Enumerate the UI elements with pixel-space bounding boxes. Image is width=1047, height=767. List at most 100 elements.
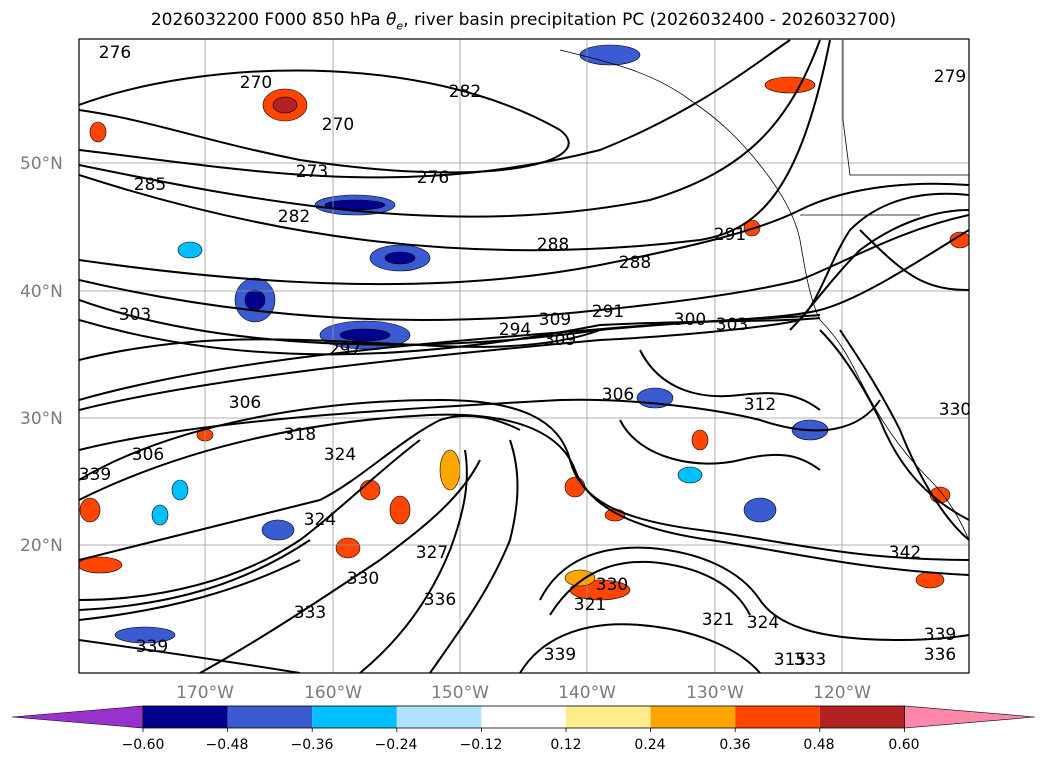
- contour-label: 306: [229, 393, 261, 413]
- precip-blob: [339, 328, 391, 342]
- colorbar-label-8: 0.36: [719, 737, 751, 753]
- contour-label: 324: [747, 613, 779, 633]
- precip-blob: [915, 571, 945, 589]
- precip-blob: [261, 519, 295, 541]
- theta-e-contour: [79, 414, 521, 561]
- colorbar-label-2: −0.48: [205, 737, 249, 753]
- contour-label: 270: [240, 73, 272, 93]
- contour-label: 339: [544, 645, 576, 665]
- contour-label: 294: [499, 320, 531, 340]
- precip-blob: [89, 121, 107, 143]
- contour-label: 330: [596, 575, 628, 595]
- precip-blob: [743, 497, 777, 523]
- contour-label: 303: [119, 305, 151, 325]
- theta-e-contour: [639, 349, 821, 411]
- contour-label: 282: [278, 207, 310, 227]
- theta-e-contour: [549, 560, 751, 616]
- theta-e-contour: [79, 439, 421, 601]
- lon-label-130w: 130°W: [686, 683, 744, 703]
- colorbar-label-7: 0.24: [634, 737, 666, 753]
- contour-label: 321: [702, 610, 734, 630]
- theta-e-contour: [79, 539, 311, 611]
- contour-label: 282: [449, 82, 481, 102]
- contour-label: 309: [544, 330, 576, 350]
- precip-blob: [389, 495, 411, 525]
- lon-label-170w: 170°W: [176, 683, 234, 703]
- contour-label: 306: [602, 385, 634, 405]
- contour-label: 288: [619, 253, 651, 273]
- colorbar-label-9: 0.48: [803, 737, 835, 753]
- contour-label: 333: [794, 650, 826, 670]
- contour-label: 339: [924, 625, 956, 645]
- contour-label: 291: [714, 225, 746, 245]
- precip-blob: [244, 289, 266, 311]
- lon-label-160w: 160°W: [304, 683, 362, 703]
- colorbar-label-1: −0.60: [121, 737, 165, 753]
- contour-label: 333: [294, 603, 326, 623]
- contour-label: 342: [889, 543, 921, 563]
- precip-blob: [949, 231, 969, 249]
- contour-label: 300: [674, 310, 706, 330]
- precip-blob: [151, 504, 169, 526]
- map-gridlines: [79, 39, 969, 673]
- theta-e-contour: [79, 317, 821, 356]
- theta-e-contour: [359, 449, 468, 673]
- theta-e-contour: [79, 39, 831, 252]
- colorbar-label-4: −0.24: [374, 737, 418, 753]
- lat-label-40n: 40°N: [20, 282, 63, 302]
- precip-blob: [79, 497, 101, 523]
- contour-label: 315: [774, 650, 806, 670]
- contour-label: 321: [574, 595, 606, 615]
- theta-e-contour: [799, 192, 969, 321]
- lat-label-20n: 20°N: [20, 536, 63, 556]
- theta-e-contour: [79, 39, 821, 218]
- contour-label: 312: [744, 395, 776, 415]
- contour-label: 339: [79, 465, 111, 485]
- theta-e-contour: [619, 419, 821, 471]
- contour-label: 318: [284, 425, 316, 445]
- contour-label: 288: [537, 235, 569, 255]
- theta-e-contours: [79, 39, 969, 673]
- theta-e-contour: [79, 39, 791, 179]
- precip-blob: [579, 44, 641, 66]
- theta-symbol: θ: [386, 10, 397, 30]
- theta-e-contour: [789, 209, 969, 331]
- title-suffix: , river basin precipitation PC (20260324…: [403, 10, 897, 30]
- contour-labels: 276 270 282 279 270 273 276 282 288 291 288 285 306 3…: [79, 43, 969, 670]
- precip-blob: [564, 569, 596, 587]
- border-path: [842, 40, 969, 176]
- contour-label: 306: [132, 445, 164, 465]
- theta-subscript: e: [396, 19, 404, 33]
- lon-label-120w: 120°W: [813, 683, 871, 703]
- theta-e-contour: [519, 623, 761, 673]
- precip-blob: [564, 476, 586, 498]
- colorbar-label-3: −0.36: [290, 737, 334, 753]
- contour-label: 285: [134, 175, 166, 195]
- theta-e-contour: [429, 439, 519, 673]
- theta-e-contour: [79, 639, 301, 673]
- contour-label: 324: [324, 445, 356, 465]
- contour-label: 276: [99, 43, 131, 63]
- contour-label: 339: [136, 637, 168, 657]
- coastline-path: [559, 49, 969, 541]
- precip-blob: [691, 429, 709, 451]
- contour-label: 291: [592, 302, 624, 322]
- contour-label: 327: [416, 543, 448, 563]
- precip-blob: [604, 508, 626, 522]
- lon-label-140w: 140°W: [558, 683, 616, 703]
- contour-label: 297: [329, 340, 361, 360]
- precipitation-pc-shading: [79, 44, 969, 644]
- theta-e-contour: [79, 329, 601, 361]
- contour-label: 270: [322, 115, 354, 135]
- contour-label: 330: [347, 569, 379, 589]
- contour-label: 279: [934, 67, 966, 87]
- contour-label: 303: [716, 315, 748, 335]
- contour-label: 276: [417, 168, 449, 188]
- lat-label-50n: 50°N: [20, 154, 63, 174]
- theta-e-contour: [819, 329, 969, 521]
- theta-e-contour: [539, 546, 969, 642]
- map-frame: [78, 38, 970, 674]
- precip-blob: [335, 537, 361, 559]
- theta-e-contour: [79, 314, 821, 401]
